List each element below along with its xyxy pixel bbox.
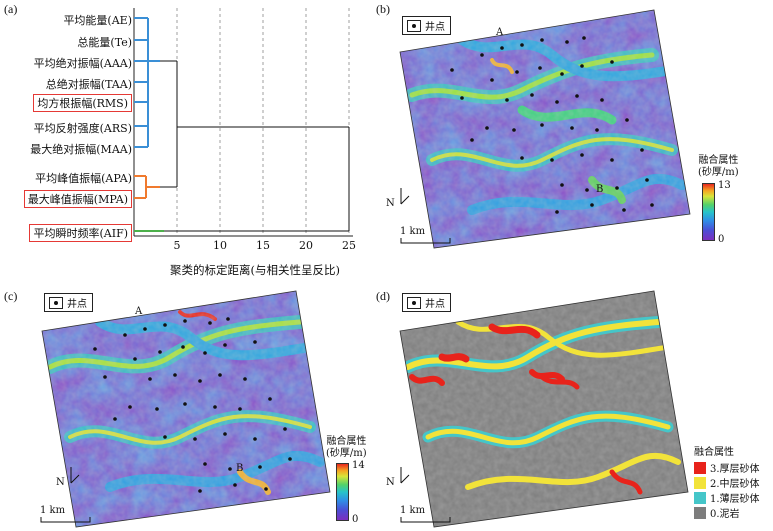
x-tick-10: 10 <box>213 239 227 252</box>
panel-d-label: (d) <box>376 289 390 303</box>
colorbar-title-c: 融合属性 (砂厚/m) <box>326 436 367 460</box>
panel-b-label: (b) <box>376 2 390 16</box>
colorbar-title-line1-c: 融合属性 <box>326 436 367 447</box>
well-legend-text-b: 井点 <box>425 22 445 33</box>
class-row-2: 2.中层砂体 <box>694 475 760 490</box>
well-a-label-b: A <box>496 27 504 38</box>
north-arrow-d: N <box>386 465 412 488</box>
colorbar-c <box>336 463 349 521</box>
attribute-list: 平均能量(AE) 总能量(Te) 平均绝对振幅(AAA) 总绝对振幅(TAA) … <box>0 0 132 242</box>
attr-apa: 平均峰值振幅(APA) <box>35 172 132 185</box>
class-legend-d: 融合属性 3.厚层砂体 2.中层砂体 1.薄层砂体 0.泥岩 <box>694 443 760 520</box>
attr-te: 总能量(Te) <box>77 36 132 49</box>
scale-bar-icon <box>400 517 451 523</box>
class-label-0: 0.泥岩 <box>710 509 740 520</box>
scale-bar-d: 1 km <box>400 505 452 524</box>
well-legend-text-c: 井点 <box>67 299 87 310</box>
well-points-c <box>93 317 292 493</box>
colorbar-min-c: 0 <box>352 514 359 525</box>
scale-bar-icon <box>400 238 451 244</box>
north-label-d: N <box>386 477 395 488</box>
scale-label-b: 1 km <box>400 226 426 237</box>
panel-d: (d) 井点 融合属性 <box>372 287 773 531</box>
cluster-merges <box>160 60 350 232</box>
panel-c-label: (c) <box>4 289 18 303</box>
map-c <box>41 290 331 528</box>
colorbar-title-b: 融合属性 (砂厚/m) <box>698 155 739 179</box>
class-row-0: 0.泥岩 <box>694 505 760 520</box>
cluster-group-2 <box>134 175 160 199</box>
class-swatch-2 <box>694 476 706 489</box>
attr-ars: 平均反射强度(ARS) <box>33 122 132 135</box>
panel-a-label: (a) <box>4 2 18 16</box>
scale-bar-icon <box>40 517 91 523</box>
class-row-3: 3.厚层砂体 <box>694 460 760 475</box>
panel-b: (b) <box>372 0 773 268</box>
attr-aaa: 平均绝对振幅(AAA) <box>33 57 132 70</box>
well-symbol-icon <box>407 296 421 309</box>
colorbar-max-c: 14 <box>352 460 365 471</box>
well-legend-text-d: 井点 <box>425 299 445 310</box>
class-label-1: 1.薄层砂体 <box>710 494 760 505</box>
cluster-group-1 <box>134 17 160 148</box>
class-row-1: 1.薄层砂体 <box>694 490 760 505</box>
class-swatch-1 <box>694 491 706 504</box>
scale-label-c: 1 km <box>40 505 66 516</box>
attr-aif: 平均瞬时频率(AIF) <box>29 224 132 242</box>
well-legend-c: 井点 <box>44 293 93 312</box>
colorbar-title-line2-b: (砂厚/m) <box>698 167 739 178</box>
panel-a: (a) 平均能量(AE) 总能量(Te) 平均绝对振幅(AAA) 总绝对振幅(T… <box>0 0 370 285</box>
north-arrow-icon <box>400 467 410 484</box>
colorbar-b <box>702 183 715 241</box>
colorbar-title-line2-c: (砂厚/m) <box>326 448 367 459</box>
north-arrow-icon <box>70 467 80 484</box>
well-symbol-icon <box>49 296 63 309</box>
x-tick-5: 5 <box>173 239 181 252</box>
colorbar-min-b: 0 <box>718 234 725 245</box>
north-label-c: N <box>56 477 65 488</box>
x-tick-25: 25 <box>342 239 356 252</box>
class-swatch-0 <box>694 506 706 519</box>
class-label-3: 3.厚层砂体 <box>710 464 760 475</box>
well-legend-b: 井点 <box>402 16 451 35</box>
well-b-label-c: B <box>236 463 244 474</box>
attr-ae: 平均能量(AE) <box>63 14 132 27</box>
attr-rms: 均方根振幅(RMS) <box>33 94 132 112</box>
well-b-label-b: B <box>596 184 604 195</box>
attr-taa: 总绝对振幅(TAA) <box>45 78 132 91</box>
scale-bar-c: 1 km <box>40 505 92 524</box>
x-axis-title: 聚类的标定距离(与相关性呈反比) <box>170 263 340 277</box>
class-legend-title: 融合属性 <box>694 447 734 458</box>
north-arrow-b: N <box>386 186 412 209</box>
x-tick-15: 15 <box>256 239 270 252</box>
class-swatch-3 <box>694 461 706 474</box>
north-arrow-icon <box>400 188 410 205</box>
well-legend-d: 井点 <box>402 293 451 312</box>
north-arrow-c: N <box>56 465 82 488</box>
dendrogram-chart <box>133 8 353 237</box>
well-symbol-icon <box>407 19 421 32</box>
colorbar-max-b: 13 <box>718 180 731 191</box>
grid-lines <box>176 8 350 236</box>
attr-maa: 最大绝对振幅(MAA) <box>30 143 132 156</box>
panel-c: (c) <box>0 287 372 531</box>
class-label-2: 2.中层砂体 <box>710 479 760 490</box>
attr-mpa: 最大峰值振幅(MPA) <box>23 190 132 208</box>
x-tick-20: 20 <box>299 239 313 252</box>
well-a-label-c: A <box>135 306 143 317</box>
colorbar-title-line1-b: 融合属性 <box>698 155 739 166</box>
north-label-b: N <box>386 198 395 209</box>
map-b <box>399 9 691 249</box>
map-d <box>399 290 689 528</box>
well-points-b <box>450 36 654 214</box>
scale-label-d: 1 km <box>400 505 426 516</box>
scale-bar-b: 1 km <box>400 226 452 245</box>
